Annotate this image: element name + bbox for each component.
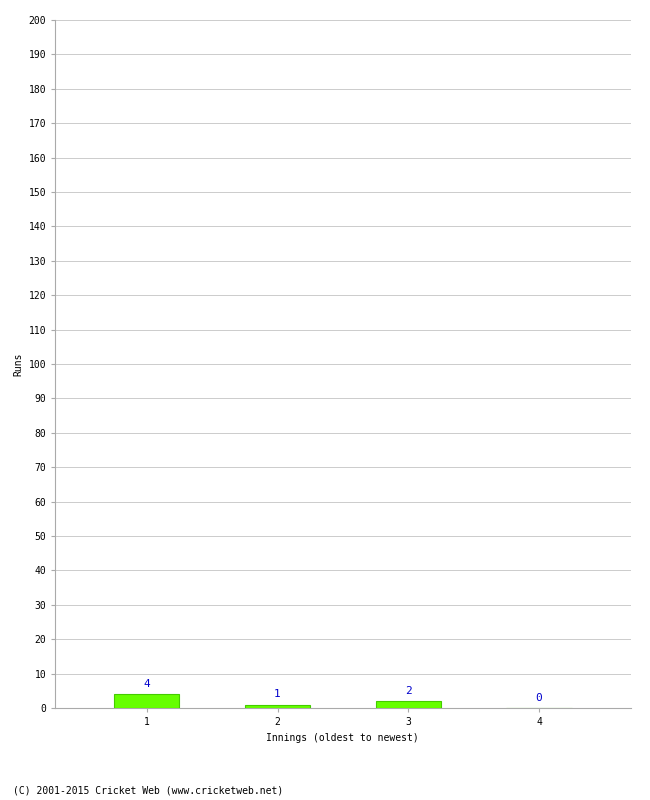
- Text: 0: 0: [536, 693, 542, 703]
- Bar: [376, 701, 441, 708]
- Text: 4: 4: [144, 679, 150, 689]
- Text: 1: 1: [274, 690, 281, 699]
- Y-axis label: Runs: Runs: [13, 352, 23, 376]
- Text: (C) 2001-2015 Cricket Web (www.cricketweb.net): (C) 2001-2015 Cricket Web (www.cricketwe…: [13, 786, 283, 795]
- Bar: [114, 694, 179, 708]
- X-axis label: Innings (oldest to newest): Innings (oldest to newest): [266, 733, 419, 742]
- Bar: [245, 705, 310, 708]
- Text: 2: 2: [405, 686, 411, 696]
